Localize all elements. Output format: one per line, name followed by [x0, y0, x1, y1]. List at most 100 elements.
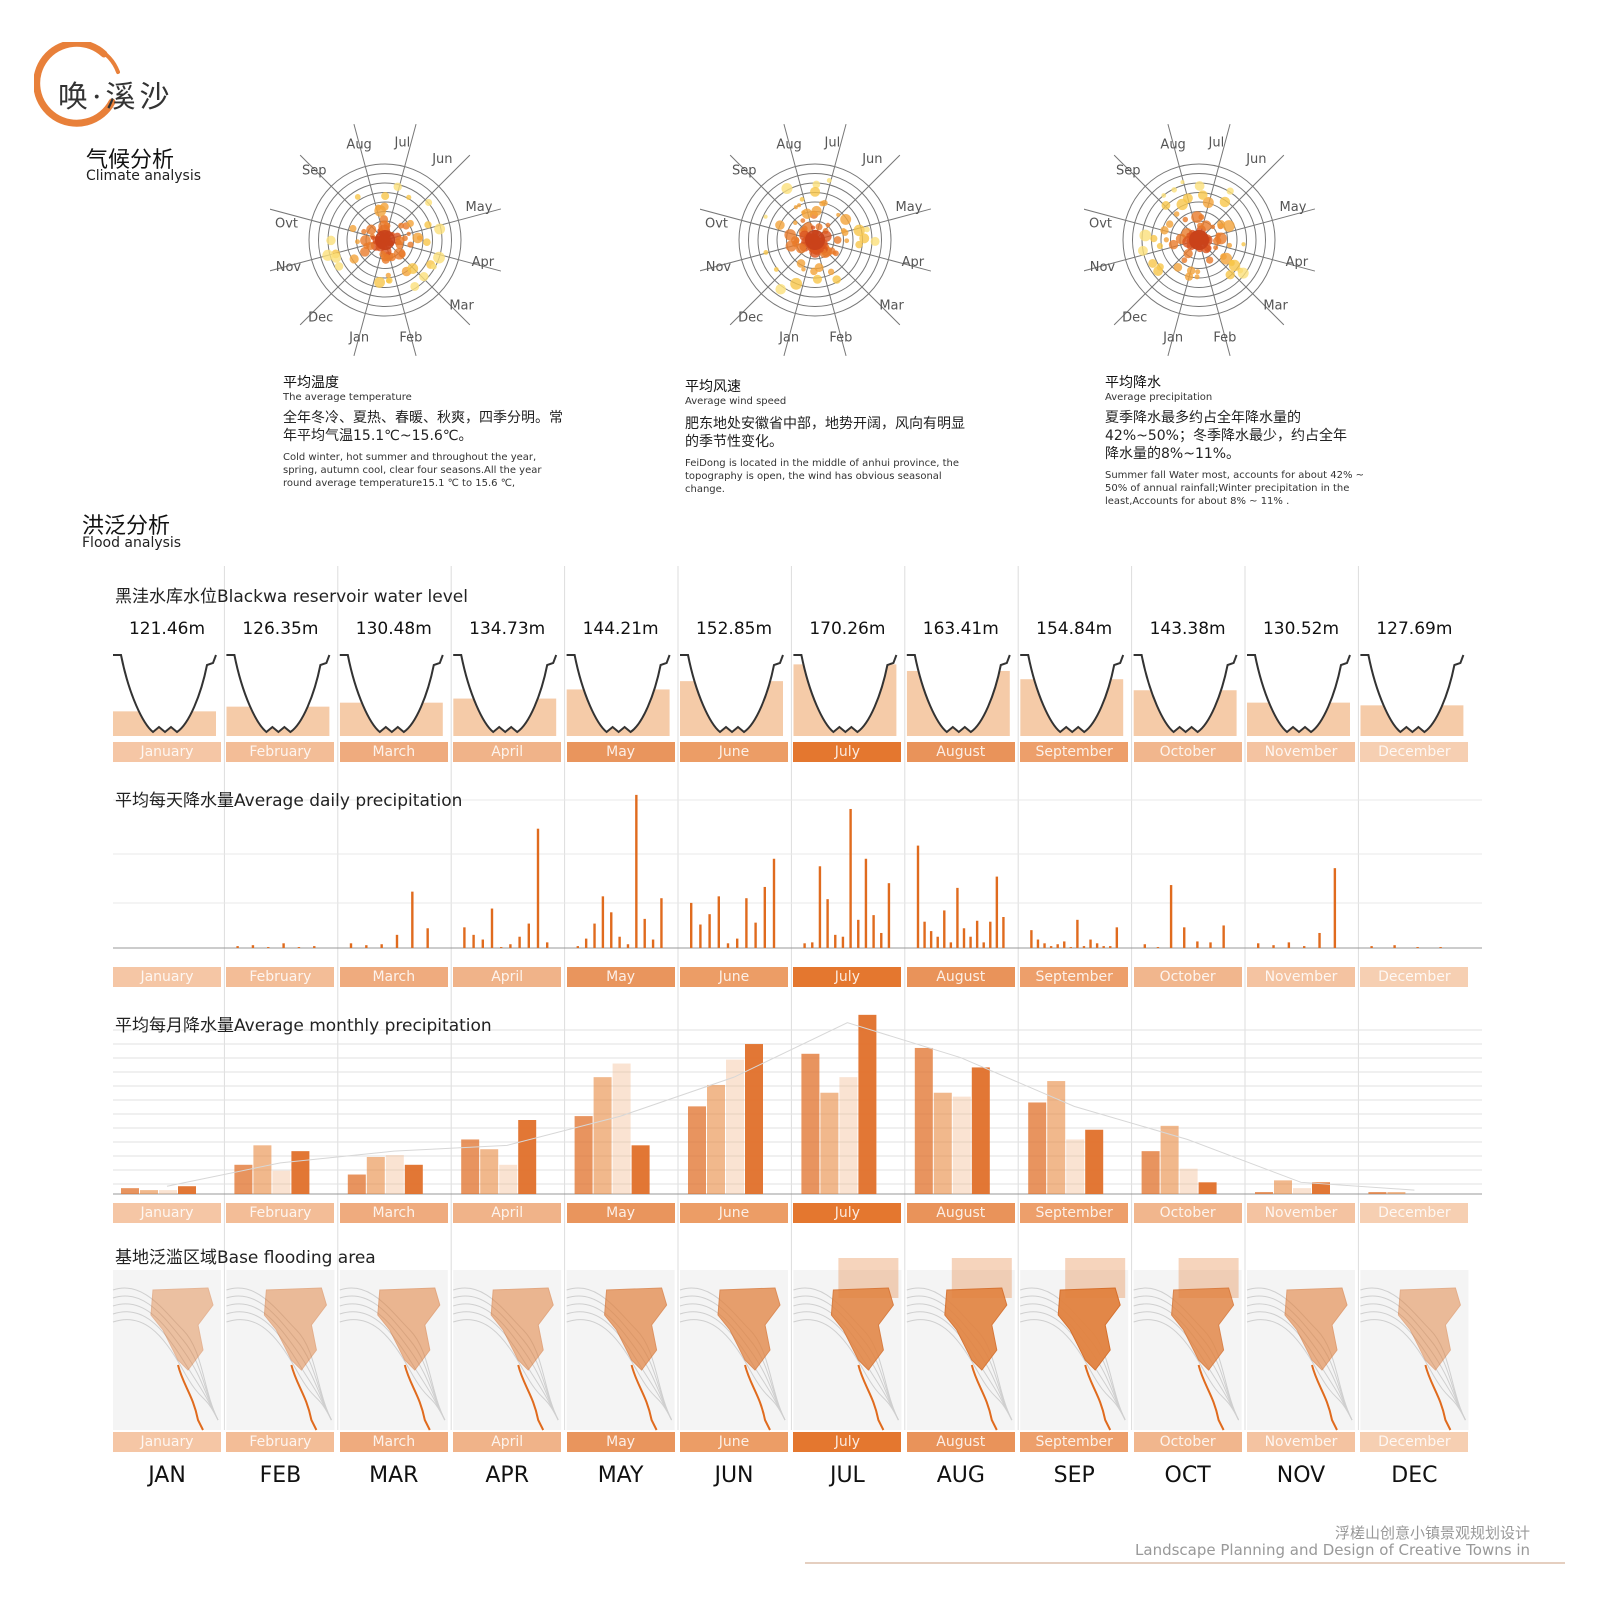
- monthly-precip-bar: [820, 1092, 839, 1194]
- daily-precip-bar: [1209, 942, 1212, 948]
- rose-spoke: [1113, 154, 1200, 241]
- rose-month-label: Aug: [346, 137, 371, 152]
- rose-spoke: [783, 123, 816, 241]
- monthly-panel-title: 平均每月降水量Average monthly precipitation: [115, 1016, 492, 1036]
- terrain-contour: [1360, 1319, 1466, 1421]
- month-band: December: [1360, 742, 1469, 762]
- monthly-precip-bar: [933, 1092, 952, 1194]
- daily-precip-bar: [989, 921, 992, 948]
- daily-precip-bar: [601, 896, 605, 948]
- rose-point: [825, 222, 831, 228]
- basin-outline: [906, 654, 1011, 734]
- daily-precip-bar: [1043, 943, 1046, 948]
- level-value-label: 127.69m: [1376, 619, 1453, 639]
- water-level-fill: [906, 670, 1010, 736]
- monthly-precip-bar: [178, 1186, 196, 1194]
- daily-precip-bar: [411, 891, 414, 948]
- rose-point: [1210, 224, 1216, 230]
- daily-precip-bar: [1115, 927, 1119, 948]
- daily-precip-bar: [763, 886, 766, 948]
- river-channel: [1311, 1364, 1338, 1431]
- daily-precip-bar: [1333, 868, 1337, 948]
- rose-spoke: [1198, 123, 1231, 241]
- monthly-precip-bar: [574, 1116, 593, 1194]
- rose-month-label: Ovt: [275, 217, 298, 232]
- rose-point: [812, 274, 822, 284]
- brand-logo: [34, 42, 120, 127]
- daily-precip-bar: [818, 866, 822, 948]
- rose-month-label: May: [466, 200, 493, 215]
- rose-point: [1226, 242, 1233, 248]
- rose-month-label: Apr: [902, 255, 925, 270]
- rose-point: [1156, 263, 1164, 271]
- daily-precip-bar: [267, 947, 270, 948]
- monthly-precip-bar: [159, 1190, 177, 1194]
- monthly-precip-bar: [234, 1164, 253, 1194]
- area-panel-title: 基地泛滥区域Base flooding area: [115, 1248, 376, 1268]
- level-value-label: 121.46m: [128, 619, 206, 639]
- flood-title-en: Flood analysis: [82, 535, 182, 551]
- month-band: March: [339, 742, 448, 762]
- rose-point: [1237, 267, 1249, 279]
- flood-map: [1360, 1270, 1469, 1431]
- month-band: April: [453, 1432, 562, 1452]
- month-band: June: [680, 1432, 788, 1452]
- rose-spoke: [353, 239, 386, 357]
- month-abbr-label: OCT: [1164, 1463, 1211, 1488]
- rose-month-label: Feb: [829, 331, 852, 346]
- rose-point: [840, 213, 852, 225]
- month-band: June: [680, 742, 788, 762]
- daily-precip-bar: [313, 946, 316, 948]
- rose-point: [398, 222, 405, 229]
- daily-precip-bar: [1069, 947, 1073, 948]
- rose-spoke: [384, 123, 417, 241]
- rose-month-label: Jun: [431, 152, 452, 167]
- month-band: November: [1247, 1432, 1355, 1452]
- month-abbr-label: MAR: [369, 1463, 419, 1488]
- month-band: October: [1133, 1432, 1242, 1452]
- rose-point: [763, 250, 769, 255]
- rose-point: [773, 267, 779, 272]
- rose-point: [1194, 274, 1200, 280]
- daily-precip-bar: [726, 943, 730, 948]
- daily-precip-bar: [736, 938, 739, 948]
- rose-point: [833, 236, 842, 244]
- monthly-precip-bar: [801, 1053, 820, 1194]
- flood-zone: [263, 1287, 327, 1371]
- temperature-rose-chart: Jan Feb Mar Apr May Jun Jul Aug Sep Ovt Nov Dec: [270, 123, 502, 357]
- monthly-precip-bar: [839, 1077, 858, 1194]
- daily-precip-bar: [546, 942, 549, 948]
- rose-point: [819, 200, 825, 207]
- month-band: June: [680, 967, 788, 987]
- rose-point: [322, 249, 334, 261]
- flood-map: [453, 1270, 562, 1431]
- daily-precip-bar: [708, 914, 711, 948]
- flood-zone: [944, 1287, 1008, 1371]
- rose-month-label: Sep: [1116, 163, 1141, 178]
- rose-grid-ring: [308, 163, 462, 317]
- daily-precip-bar: [1287, 942, 1291, 948]
- terrain-contour: [112, 1311, 219, 1421]
- daily-precip-bar: [618, 936, 621, 948]
- daily-precip-bar: [834, 934, 837, 948]
- rose-month-label: Sep: [302, 163, 327, 178]
- flood-zone: [1171, 1287, 1235, 1371]
- basin-outline: [453, 654, 558, 734]
- flood-zone: [150, 1287, 214, 1371]
- monthly-precip-bar: [858, 1014, 877, 1194]
- monthly-precip-bar: [914, 1047, 933, 1194]
- rose-point: [1180, 180, 1185, 185]
- rose-point: [1182, 216, 1189, 223]
- monthly-precip-bar: [1312, 1182, 1330, 1194]
- rose-desc-zh: 肥东地处安徽省中部，地势开阔，风向有明显的季节性变化。: [685, 416, 965, 450]
- level-value-label: 126.35m: [242, 619, 319, 639]
- monthly-precip-bar: [291, 1151, 310, 1194]
- daily-precip-bar: [365, 945, 368, 948]
- daily-precip-bar: [1143, 944, 1146, 948]
- daily-precip-bar: [1109, 946, 1112, 948]
- rose-point: [855, 240, 863, 249]
- footer-zh: 浮槎山创意小镇景观规划设计: [1334, 1524, 1530, 1542]
- rose-point: [386, 277, 393, 284]
- rose-spoke: [729, 154, 816, 241]
- rose-point: [416, 235, 423, 241]
